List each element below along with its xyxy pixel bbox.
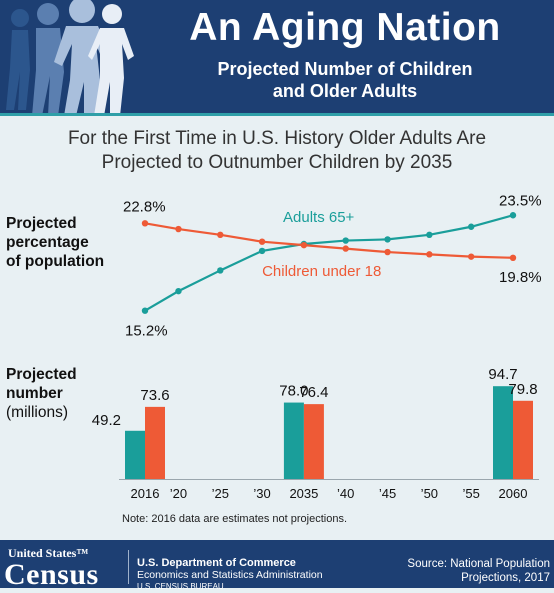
chart-heading: For the First Time in U.S. History Older… [0,127,554,175]
children-point-2040 [342,245,349,252]
x-tick-label-2030: ’30 [253,486,271,501]
number-row-label: Projected number (millions) [6,365,77,422]
footer-bar [0,540,554,588]
chart-heading-line-2: Projected to Outnumber Children by 2035 [101,152,453,173]
adults-bar-2060 [493,386,513,479]
source-note: Source: National Population Projections,… [407,557,550,585]
children-end-label: 19.8% [499,269,542,286]
children-bar-2016 [145,406,165,479]
adults-point-2040 [342,237,349,244]
source-line-1: Source: National Population [407,558,550,570]
census-brand-top: United States™ [8,546,89,560]
children-start-label: 22.8% [123,198,166,215]
chart-heading-line-1: For the First Time in U.S. History Older… [67,128,487,149]
adults-bar-label-2016: 49.2 [92,412,121,429]
children-point-2045 [384,248,391,256]
children-point-2050 [426,251,433,258]
x-tick-label-2035: 2035 [289,486,319,501]
adults-point-2025 [217,267,224,274]
x-tick-label-2040: ’40 [337,486,355,501]
children-point-2060 [509,254,517,261]
header-stripe [0,113,554,116]
children-point-2020 [175,225,182,233]
header-banner: An Aging Nation Projected Number of Chil… [0,0,554,116]
number-label-line-1: Projected [6,366,77,383]
department-info: U.S. Department of Commerce Economics an… [137,557,323,593]
adults-line [144,214,514,312]
children-point-2035 [300,241,308,249]
children-point-2016 [141,220,149,227]
adults-point-2030 [258,247,266,255]
page-title: An Aging Nation [189,6,501,49]
children-point-2025 [217,231,224,238]
subtitle-line-2: and Older Adults [272,81,418,101]
children-bar-label-2016: 73.6 [140,387,169,404]
x-tick-label-2055: ’55 [462,486,480,501]
adults-bar-2035 [283,402,304,479]
adults-bar-label-2035: 78.0 [279,383,308,400]
adults-point-2045 [384,236,391,243]
adults-series-label: Adults 65+ [283,209,355,226]
dept-line-1: U.S. Department of Commerce [137,557,296,569]
census-logo: Census [4,558,99,591]
number-label-unit: (millions) [6,404,68,421]
chart-note: Note: 2016 data are estimates not projec… [122,513,348,525]
page-subtitle: Projected Number of Children and Older A… [130,58,554,102]
adults-point-2016 [141,307,149,314]
children-line [144,222,514,259]
children-point-2030 [258,238,266,245]
people-silhouette-icon [6,0,134,116]
x-tick-label-2060: 2060 [498,486,528,501]
subtitle-line-1: Projected Number of Children [217,59,473,79]
dept-line-2: Economics and Statistics Administration [137,569,323,581]
x-tick-label-2020: ’20 [169,486,188,501]
adults-start-label: 15.2% [125,323,168,340]
source-line-2: Projections, 2017 [461,572,550,584]
x-tick-label-2050: ’50 [420,486,439,501]
percent-label-line-3: of population [6,253,105,270]
adults-point-2020 [175,287,182,295]
children-bar-2060 [513,400,533,479]
children-bar-2035 [303,404,324,479]
adults-bar-2016 [125,430,145,479]
x-tick-label-2016: 2016 [130,486,160,501]
adults-point-2060 [509,212,517,219]
adults-point-2055 [467,223,475,230]
percent-row-label: Projected percentage of population [6,214,104,271]
x-tick-label-2045: ’45 [378,486,397,501]
children-bar-label-2060: 79.8 [508,381,537,398]
adults-point-2050 [426,231,433,238]
dept-line-3: U.S. CENSUS BUREAU [137,582,224,591]
children-point-2055 [467,253,475,260]
percent-label-line-2: percentage [6,234,89,251]
footer-divider [128,550,129,584]
x-tick-label-2025: ’25 [211,486,229,501]
children-series-label: Children under 18 [262,263,381,280]
percent-label-line-1: Projected [6,215,77,232]
number-label-line-2: number [6,385,63,402]
adults-bar-label-2060: 94.7 [488,366,517,383]
children-bar-label-2035: 76.4 [299,384,328,401]
adults-end-label: 23.5% [499,192,542,209]
